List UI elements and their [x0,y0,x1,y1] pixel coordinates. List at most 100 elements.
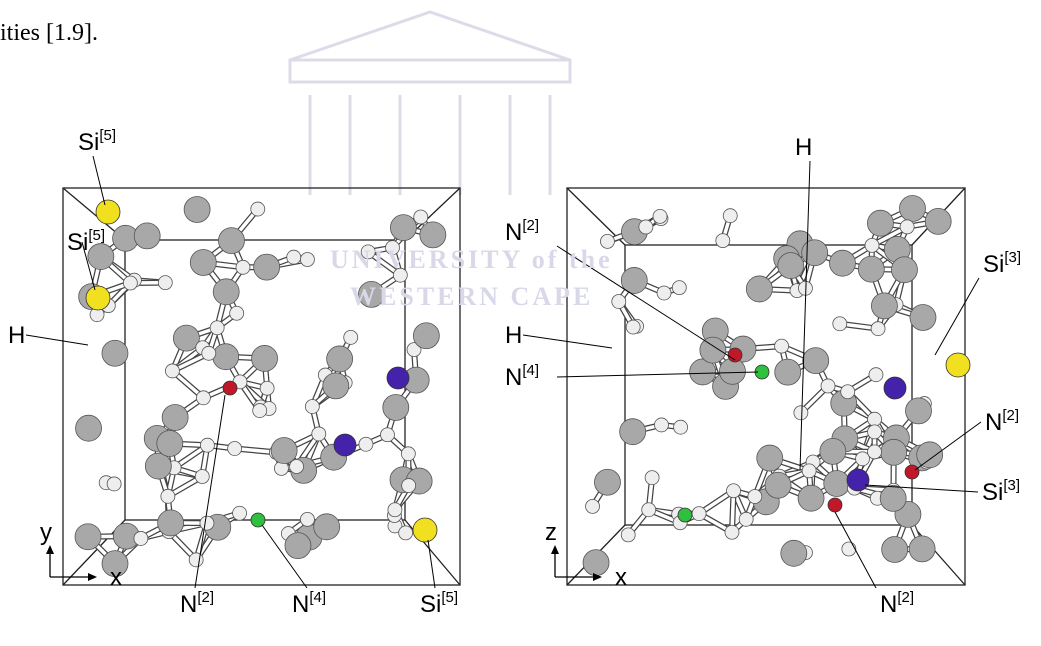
atom [184,196,210,222]
atom [230,306,244,320]
atom [344,330,358,344]
atom [821,379,835,393]
atom [210,321,224,335]
atom [76,415,102,441]
watermark-text: UNIVERSITY of the [330,245,613,274]
atom-label: N[2] [880,589,914,618]
label-base: N [505,219,522,246]
atom-highlight [905,465,919,479]
atom [626,320,640,334]
atom [820,438,846,464]
atom [213,279,239,305]
atom [359,437,373,451]
atom [642,503,656,517]
label-base: Si [982,479,1003,506]
atom [723,209,737,223]
atom [725,525,739,539]
atom [868,445,882,459]
atom [390,215,416,241]
atom [842,542,856,556]
leader-line [26,335,88,345]
atom [802,464,816,478]
atom [612,295,626,309]
arrow-head [46,545,54,554]
label-base: Si [420,591,441,618]
atom [739,512,753,526]
atom [305,400,319,414]
atom [213,344,239,370]
leader-line [935,278,979,355]
atom [233,506,247,520]
atom [778,253,804,279]
atom [869,368,883,382]
atom [75,524,101,550]
atom [134,223,160,249]
atom [586,499,600,513]
label-base: N [985,409,1002,436]
atom [871,322,885,336]
atom [189,553,203,567]
atom [312,427,326,441]
atom [161,489,175,503]
watermark-text: WESTERN CAPE [350,282,593,311]
atom [300,252,314,266]
atom [285,533,311,559]
atom [719,358,745,384]
atom-label: H [505,322,522,349]
axis-label: x [110,564,122,591]
atom [380,428,394,442]
atom [881,439,907,465]
atom [290,459,304,473]
atom [413,323,439,349]
atom [716,234,730,248]
label-sup: [2] [197,589,214,606]
atom [252,345,278,371]
atom [388,503,402,517]
atom [833,317,847,331]
label-sup: [4] [309,589,326,606]
atom [158,276,172,290]
atom [88,244,114,270]
atom [157,430,183,456]
atom [327,346,353,372]
arrow-head [88,573,97,581]
atom [798,485,824,511]
atom-label: N[2] [985,407,1019,436]
atom [594,469,620,495]
atom [882,536,908,562]
atom [639,220,653,234]
label-base: H [8,322,25,349]
atom [657,286,671,300]
label-base: Si [78,129,99,156]
atom [621,528,635,542]
atom-highlight [387,367,409,389]
atom [195,469,209,483]
label-sup: [2] [897,589,914,606]
atom [218,228,244,254]
atom [674,420,688,434]
atom-label: Si[3] [983,249,1021,278]
label-sup: [2] [1002,407,1019,424]
atom-highlight [413,518,437,542]
atom [653,209,667,223]
atom [891,257,917,283]
atom [899,195,925,221]
label-base: H [795,134,812,161]
atom [162,405,188,431]
atom [775,339,789,353]
atom-highlight [678,508,692,522]
atom [583,550,609,576]
label-sup: [5] [88,227,105,244]
label-sup: [3] [1004,249,1021,266]
atom-label: H [8,322,25,349]
watermark-logo [290,12,570,195]
atom [414,210,428,224]
atom [200,438,214,452]
atom-label: Si[5] [78,127,116,156]
atom [829,250,855,276]
atom [900,220,914,234]
atom [190,249,216,275]
atom [158,510,184,536]
atom [401,447,415,461]
atom [700,337,726,363]
